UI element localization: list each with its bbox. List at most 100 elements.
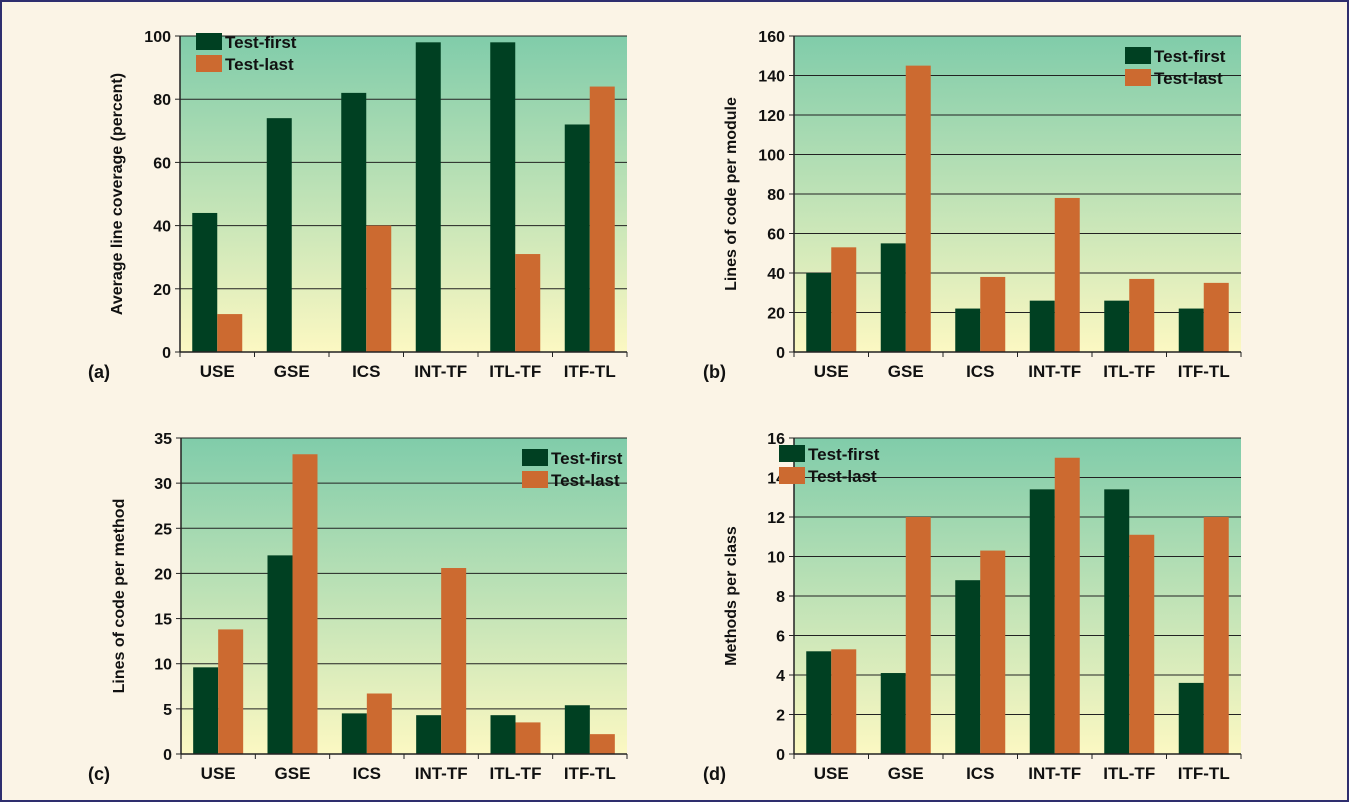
y-tick-label: 0 — [163, 747, 172, 764]
plot-area — [180, 36, 627, 352]
y-tick-label: 0 — [776, 747, 785, 764]
bar-test-last — [515, 254, 541, 352]
bar-test-first — [490, 715, 516, 754]
legend-label: Test-last — [551, 471, 620, 490]
bar-test-last — [217, 314, 243, 352]
bar-test-first — [415, 42, 441, 352]
x-tick-label: GSE — [888, 764, 924, 783]
y-tick-label: 10 — [767, 550, 785, 567]
legend-swatch-test-last — [779, 467, 805, 484]
legend-swatch-test-first — [1125, 47, 1151, 64]
y-tick-label: 120 — [758, 108, 785, 125]
bar-test-first — [192, 212, 218, 352]
bar-test-last — [589, 734, 615, 754]
bar-test-last — [905, 517, 931, 754]
chart-panel-b: 0 20 40 60 80 100 120 140 160 USE GSE ICS INT-TF ITL-… — [703, 29, 1242, 382]
y-tick-label: 100 — [144, 29, 171, 46]
y-tick-label: 10 — [154, 657, 172, 674]
legend-label: Test-first — [551, 449, 623, 468]
x-tick-label: USE — [200, 362, 235, 381]
legend-label: Test-last — [225, 55, 294, 74]
legend: Test-first Test-last — [196, 33, 297, 74]
bar-test-first — [564, 705, 590, 754]
x-tick-label: INT-TF — [414, 362, 467, 381]
x-tick-label: INT-TF — [415, 764, 468, 783]
bar-test-first — [267, 555, 293, 754]
panel-label: (c) — [88, 764, 110, 784]
y-tick-label: 80 — [153, 92, 171, 109]
bar-test-first — [1029, 300, 1055, 352]
legend-swatch-test-first — [779, 445, 805, 462]
bar-test-last — [292, 454, 318, 754]
bar-test-first — [955, 580, 981, 754]
bar-test-first — [1178, 308, 1204, 352]
y-tick-label: 160 — [758, 29, 785, 46]
y-tick-label: 35 — [154, 431, 172, 448]
y-tick-label: 15 — [154, 612, 172, 629]
x-tick-label: ITL-TF — [490, 764, 542, 783]
bar-test-last — [1203, 282, 1229, 352]
bar-test-last — [831, 247, 857, 352]
x-tick-label: ICS — [352, 362, 380, 381]
y-tick-label: 16 — [767, 431, 785, 448]
bar-test-first — [193, 667, 219, 754]
plot-area — [181, 438, 627, 754]
bar-test-last — [589, 86, 615, 352]
y-tick-label: 40 — [153, 219, 171, 236]
bar-test-last — [1054, 457, 1080, 754]
x-tick-label: ITF-TL — [1178, 764, 1230, 783]
y-axis-label: Average line coverage (percent) — [109, 73, 126, 315]
y-tick-label: 2 — [776, 708, 785, 725]
panel-label: (d) — [703, 764, 726, 784]
y-tick-label: 60 — [153, 155, 171, 172]
bar-test-last — [1129, 278, 1155, 352]
bar-test-first — [806, 273, 832, 352]
x-tick-label: ICS — [966, 764, 994, 783]
legend-swatch-test-last — [522, 471, 548, 488]
y-tick-label: 25 — [154, 521, 172, 538]
bar-test-first — [564, 124, 590, 352]
y-tick-label: 80 — [767, 187, 785, 204]
bar-test-first — [1104, 300, 1130, 352]
y-tick-label: 30 — [154, 476, 172, 493]
y-tick-label: 6 — [776, 629, 785, 646]
bar-test-last — [1054, 197, 1080, 352]
y-tick-label: 4 — [776, 668, 785, 685]
bar-test-first — [341, 713, 367, 754]
legend-label: Test-last — [808, 467, 877, 486]
legend-swatch-test-first — [522, 449, 548, 466]
y-tick-label: 0 — [162, 345, 171, 362]
x-tick-label: ICS — [353, 764, 381, 783]
bar-test-last — [831, 649, 857, 754]
x-tick-label: GSE — [888, 362, 924, 381]
x-tick-label: ITL-TF — [1103, 764, 1155, 783]
bar-test-first — [1178, 682, 1204, 754]
legend: Test-first Test-last — [779, 445, 880, 486]
bar-test-last — [366, 225, 392, 352]
y-tick-label: 20 — [153, 282, 171, 299]
bar-test-first — [416, 715, 442, 754]
legend-swatch-test-last — [1125, 69, 1151, 86]
bar-test-first — [806, 651, 832, 754]
legend-label: Test-first — [1154, 47, 1226, 66]
x-tick-label: ICS — [966, 362, 994, 381]
x-tick-label: ITF-TL — [1178, 362, 1230, 381]
x-tick-label: ITL-TF — [1103, 362, 1155, 381]
x-tick-label: ITF-TL — [564, 764, 616, 783]
bar-test-last — [980, 276, 1006, 352]
chart-panel-c: 0 5 10 15 20 25 30 35 USE GSE ICS INT-TF ITL-TF ITF-T… — [88, 431, 628, 784]
bar-test-last — [1129, 534, 1155, 754]
x-tick-label: ITL-TF — [489, 362, 541, 381]
bar-test-first — [490, 42, 516, 352]
y-tick-label: 12 — [767, 510, 785, 527]
bar-test-first — [341, 92, 367, 352]
legend: Test-first Test-last — [522, 449, 623, 490]
y-tick-label: 100 — [758, 148, 785, 165]
x-tick-label: USE — [201, 764, 236, 783]
bar-test-first — [1104, 489, 1130, 754]
bar-test-last — [441, 568, 467, 754]
x-tick-label: INT-TF — [1028, 764, 1081, 783]
y-axis-label: Lines of code per module — [723, 97, 740, 291]
